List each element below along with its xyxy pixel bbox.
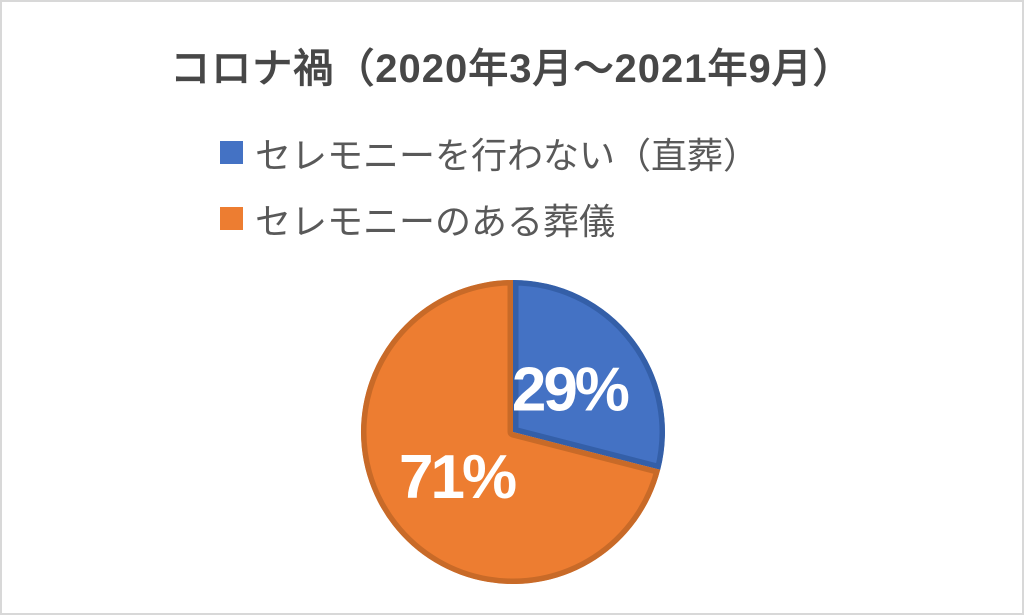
pie-slice-1 <box>360 280 661 585</box>
legend: セレモニーを行わない（直葬） セレモニーのある葬儀 <box>220 130 759 262</box>
legend-item-with-ceremony: セレモニーのある葬儀 <box>220 196 759 242</box>
legend-label-with-ceremony: セレモニーのある葬儀 <box>255 200 616 242</box>
pie-data-label-0: 29% <box>512 356 629 425</box>
pie-data-label-1: 71% <box>399 443 516 512</box>
legend-swatch-orange-icon <box>220 207 243 230</box>
legend-swatch-blue-icon <box>220 141 243 164</box>
legend-label-no-ceremony: セレモニーを行わない（直葬） <box>255 134 760 176</box>
legend-item-no-ceremony: セレモニーを行わない（直葬） <box>220 130 759 176</box>
pie-slice-0 <box>513 280 665 470</box>
chart-title: コロナ禍（2020年3月～2021年9月） <box>170 47 854 91</box>
